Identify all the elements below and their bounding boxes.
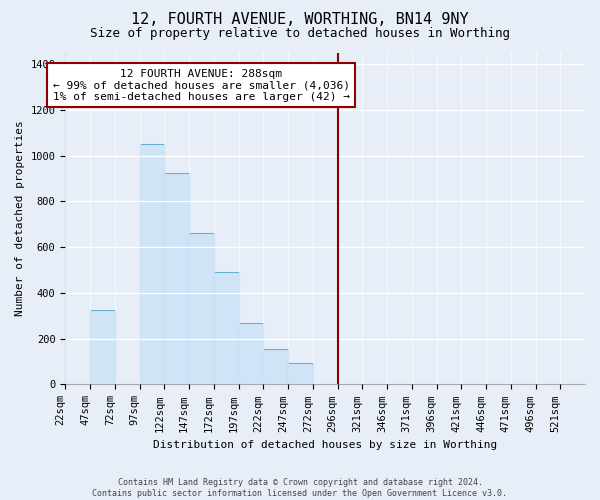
Bar [239, 322, 263, 384]
Text: Contains HM Land Registry data © Crown copyright and database right 2024.
Contai: Contains HM Land Registry data © Crown c… [92, 478, 508, 498]
Text: Size of property relative to detached houses in Worthing: Size of property relative to detached ho… [90, 28, 510, 40]
Y-axis label: Number of detached properties: Number of detached properties [15, 120, 25, 316]
Text: 12, FOURTH AVENUE, WORTHING, BN14 9NY: 12, FOURTH AVENUE, WORTHING, BN14 9NY [131, 12, 469, 28]
X-axis label: Distribution of detached houses by size in Worthing: Distribution of detached houses by size … [153, 440, 497, 450]
Bar [189, 234, 214, 384]
Text: 12 FOURTH AVENUE: 288sqm
← 99% of detached houses are smaller (4,036)
1% of semi: 12 FOURTH AVENUE: 288sqm ← 99% of detach… [53, 68, 350, 102]
Bar [164, 172, 189, 384]
Bar [263, 349, 288, 384]
Bar [214, 272, 239, 384]
Bar [288, 362, 313, 384]
Bar [140, 144, 164, 384]
Bar [90, 310, 115, 384]
